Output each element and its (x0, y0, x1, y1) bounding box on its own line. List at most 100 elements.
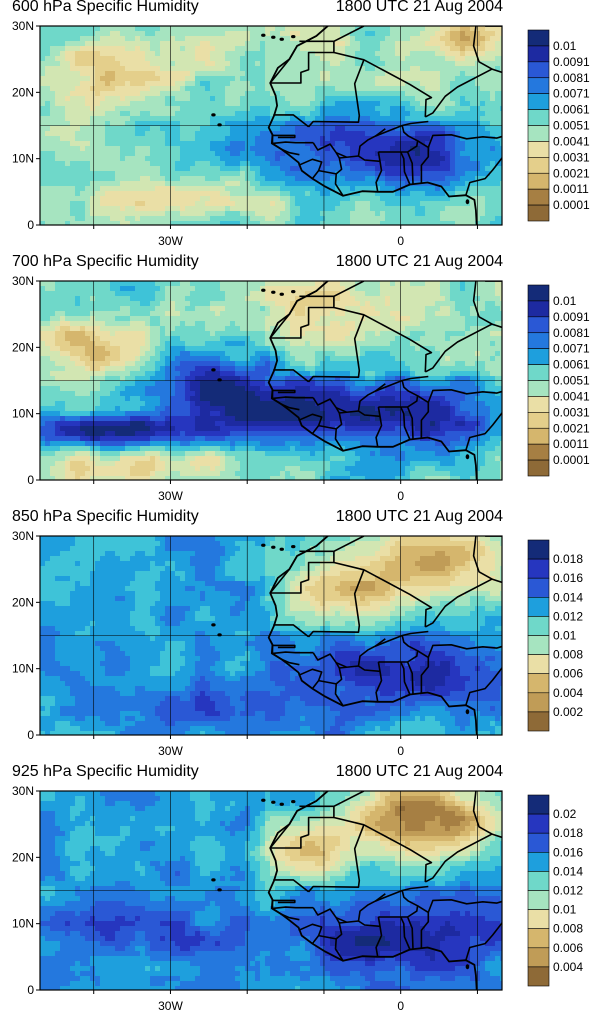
country-border (307, 314, 365, 383)
island (271, 545, 276, 549)
lat-tick-label: 20N (12, 595, 34, 609)
country-border (374, 383, 386, 392)
colorbar-label: 0.0071 (553, 87, 590, 101)
colorbar-label: 0.006 (553, 941, 583, 955)
colorbar-swatch (527, 77, 550, 94)
country-border (271, 134, 296, 139)
country-border (307, 569, 365, 638)
country-border (273, 624, 310, 638)
country-border (465, 666, 502, 706)
lon-tick-label: 0 (397, 234, 404, 248)
colorbar-label: 0.02 (553, 807, 577, 821)
panel-timestamp: 1800 UTC 21 Aug 2004 (335, 0, 503, 15)
colorbar-label: 0.008 (553, 648, 583, 662)
country-border (399, 151, 411, 185)
colorbar-swatch (527, 93, 550, 110)
humidity-field (40, 536, 502, 735)
colorbar-swatch (527, 692, 550, 713)
country-border (270, 306, 334, 339)
country-border (333, 281, 365, 298)
colorbar-swatch (527, 427, 550, 445)
island (261, 288, 266, 292)
island (465, 454, 470, 460)
colorbar: 0.018 0.016 0.014 0.012 0.01 0.008 0.006 0.004 0… (527, 539, 583, 732)
island (217, 378, 222, 382)
colorbar-swatch (527, 947, 550, 968)
colorbar-label: 0.0041 (553, 389, 590, 403)
colorbar-label: 0.0091 (553, 55, 590, 69)
colorbar-label: 0.0031 (553, 405, 590, 419)
colorbar-swatch (527, 852, 550, 872)
country-border (271, 389, 296, 394)
colorbar-label: 0.018 (553, 826, 583, 840)
colorbar-swatch (527, 332, 550, 349)
country-border (424, 68, 502, 118)
country-border (335, 916, 348, 924)
panel-title: 600 hPa Specific Humidity (12, 0, 199, 15)
colorbar-swatch (527, 813, 550, 834)
country-border (272, 142, 300, 156)
island (217, 888, 222, 892)
island (217, 123, 222, 127)
country-border (339, 155, 381, 163)
country-border (269, 536, 329, 594)
map-frame (39, 790, 503, 991)
country-border (406, 916, 414, 949)
country-border (420, 402, 430, 438)
panel-title: 700 hPa Specific Humidity (12, 253, 199, 270)
colorbar-swatch (527, 29, 550, 47)
country-border (318, 424, 344, 452)
colorbar-label: 0.0091 (553, 310, 590, 324)
island (211, 368, 216, 372)
colorbar-swatch (527, 909, 550, 930)
lat-tick-label: 30N (12, 19, 34, 33)
country-border (273, 879, 310, 893)
country-border (417, 899, 502, 914)
colorbar-swatch (527, 204, 550, 222)
humidity-field (40, 26, 502, 225)
country-border (417, 134, 502, 149)
country-border (417, 644, 502, 659)
country-border (270, 561, 334, 594)
colorbar-label: 0.0051 (553, 119, 590, 133)
island (261, 798, 266, 802)
colorbar-swatch (527, 654, 550, 675)
country-border (420, 147, 430, 183)
country-border (271, 899, 296, 904)
colorbar: 0.01 0.0091 0.0081 0.0071 0.0061 0.00510.0041… (527, 284, 590, 477)
country-border (333, 791, 365, 808)
lat-tick-label: 10N (12, 407, 34, 421)
panel-timestamp: 1800 UTC 21 Aug 2004 (335, 253, 503, 270)
country-border (465, 921, 502, 961)
country-border (378, 890, 419, 918)
humidity-map: 30N 20N 10N 0 30W 0 0.01 0.0091 0.0081 0.0071 0.00… (12, 19, 590, 248)
grid (40, 26, 502, 225)
island (291, 35, 296, 39)
colorbar-label: 0.014 (553, 590, 583, 604)
colorbar-label: 0.0071 (553, 342, 590, 356)
country-border (424, 578, 502, 628)
humidity-map: 30N 20N 10N 0 30W 0 0.01 0.0091 0.0081 0.0071 0.00… (12, 274, 590, 503)
colorbar-swatch (527, 364, 550, 381)
colorbar-label: 0.01 (553, 629, 577, 643)
country-border (472, 281, 493, 325)
colorbar-label: 0.018 (553, 552, 583, 566)
colorbar-label: 0.0061 (553, 103, 590, 117)
country-border (269, 791, 329, 849)
lat-tick-label: 10N (12, 662, 34, 676)
island (211, 878, 216, 882)
colorbar-swatch (527, 316, 550, 334)
country-border (299, 550, 433, 627)
island (465, 709, 470, 715)
colorbar-label: 0.01 (553, 39, 577, 53)
map-panel-925: 925 hPa Specific Humidity 1800 UTC 21 Au… (0, 763, 600, 1020)
island (291, 800, 296, 804)
country-border (335, 661, 348, 669)
colorbar-label: 0.0001 (553, 198, 590, 212)
colorbar-label: 0.004 (553, 960, 583, 974)
colorbar-label: 0.0001 (553, 453, 590, 467)
country-border (271, 644, 296, 649)
panel-title: 925 hPa Specific Humidity (12, 763, 199, 780)
lon-tick-label: 0 (397, 489, 404, 503)
